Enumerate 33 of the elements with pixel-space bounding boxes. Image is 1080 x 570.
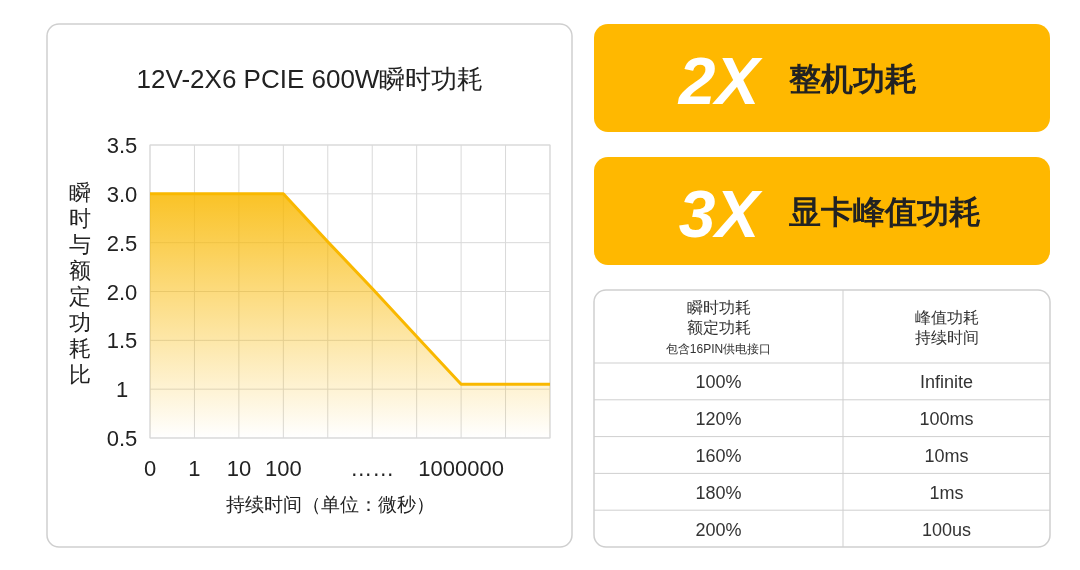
y-tick-label: 2.5 (106, 230, 138, 256)
y-tick-label: 1.5 (106, 328, 138, 354)
x-tick-label: 100 (264, 456, 302, 481)
text: 2X (676, 44, 764, 118)
category-label: 瞬时功耗额定功耗 (686, 298, 751, 336)
x-tick-label: 0 (143, 456, 157, 481)
text: 包含16PIN供电接口 (665, 341, 772, 356)
x-tick-label: 10 (226, 456, 252, 481)
text: 200% (695, 519, 742, 540)
text: Infinite (919, 372, 974, 393)
text: 整机功耗 (788, 61, 917, 97)
y-tick-label: 1 (115, 377, 129, 403)
x-tick-label: 1 (188, 456, 201, 481)
text: 180% (695, 482, 742, 503)
text: 120% (695, 409, 742, 430)
chart-title: 12V-2X6 PCIE 600W瞬时功耗 (136, 64, 484, 94)
x-axis-title: 持续时间（单位：微秒） (225, 494, 435, 515)
category-label: 峰值功耗持续时间 (914, 308, 979, 346)
text: 显卡峰值功耗 (789, 194, 981, 230)
text: 160% (695, 446, 742, 466)
text: 1ms (929, 482, 964, 503)
text: 10ms (924, 446, 969, 466)
x-tick-label: 1000000 (418, 456, 504, 481)
y-axis-title: 瞬时与额定功耗比 (69, 180, 91, 387)
text: 100% (695, 372, 742, 393)
text: 100ms (919, 409, 974, 430)
y-tick-label: 3.5 (106, 133, 138, 158)
text: 3X (678, 177, 764, 251)
y-tick-label: 0.5 (106, 426, 138, 451)
text: 100us (921, 519, 972, 540)
y-tick-label: 2.0 (106, 279, 138, 305)
x-tick-label: …… (350, 456, 395, 481)
y-tick-label: 3.0 (106, 181, 138, 207)
